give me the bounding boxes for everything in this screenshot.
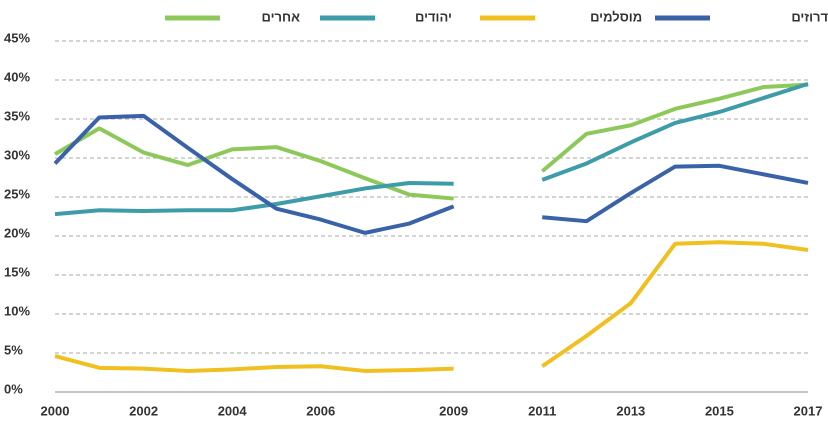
series-line bbox=[54, 240, 809, 373]
legend-label: יהודים bbox=[415, 9, 452, 24]
y-tick-label: 45% bbox=[4, 30, 30, 45]
legend-label: נוצרים/דרוזים bbox=[791, 9, 828, 24]
legend-label: מוסלמים bbox=[590, 9, 642, 24]
y-tick-label: 5% bbox=[4, 342, 23, 357]
y-tick-label: 20% bbox=[4, 225, 30, 240]
y-tick-label: 15% bbox=[4, 264, 30, 279]
series-line bbox=[53, 113, 809, 235]
y-tick-label: 30% bbox=[4, 147, 30, 162]
x-tick-label: 2011 bbox=[528, 403, 556, 418]
y-tick-label: 0% bbox=[4, 381, 23, 396]
x-tick-label: 2017 bbox=[794, 403, 823, 418]
legend-label: אחרים bbox=[262, 9, 301, 24]
x-tick-label: 2000 bbox=[41, 403, 70, 418]
y-tick-label: 10% bbox=[4, 303, 30, 318]
x-tick-label: 2006 bbox=[306, 403, 335, 418]
x-tick-label: 2015 bbox=[705, 403, 734, 418]
y-tick-label: 25% bbox=[4, 186, 30, 201]
x-tick-label: 2013 bbox=[616, 403, 645, 418]
series-line bbox=[54, 81, 809, 217]
y-tick-label: 35% bbox=[4, 108, 30, 123]
x-tick-label: 2009 bbox=[439, 403, 468, 418]
x-tick-label: 2002 bbox=[129, 403, 158, 418]
y-tick-label: 40% bbox=[4, 69, 30, 84]
x-tick-label: 2004 bbox=[218, 403, 248, 418]
